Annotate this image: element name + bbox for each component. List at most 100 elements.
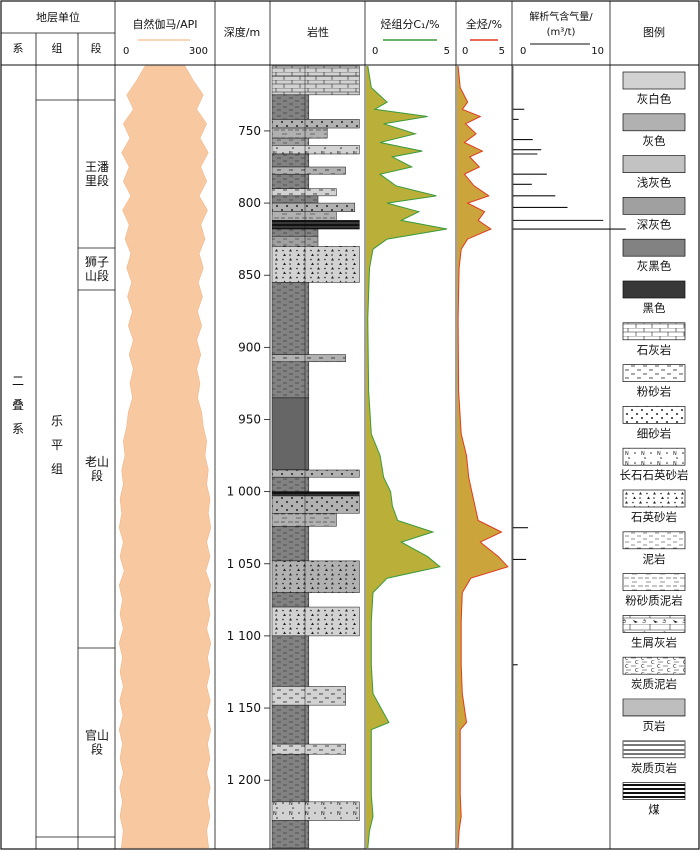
lithology-pattern (272, 361, 309, 398)
depth-tick-label: 800 (238, 196, 261, 210)
legend-label: 灰色 (643, 134, 666, 148)
legend-swatch (622, 238, 686, 257)
lithology-pattern (272, 495, 360, 514)
legend-label: 细砂岩 (637, 426, 672, 440)
legend-label: 深灰色 (637, 217, 672, 231)
legend-swatch (622, 280, 686, 299)
member-label: 山段 (85, 268, 109, 283)
gas-title-1: 解析气含气量/ (529, 10, 593, 23)
legend-pattern (623, 782, 685, 800)
legend-label: 泥岩 (643, 552, 666, 566)
legend-pattern (623, 490, 685, 507)
lithology-pattern (272, 166, 346, 175)
member-label: 段 (91, 468, 103, 483)
lithology-pattern (272, 635, 309, 687)
depth-tick-label: 1 000 (227, 485, 261, 499)
member-label: 段 (91, 742, 103, 757)
gamma-min: 0 (123, 46, 129, 57)
gas-title-2: (m³/t) (547, 27, 576, 38)
legend-label: 石灰岩 (637, 343, 672, 357)
lithology-pattern (272, 66, 360, 77)
member-label: 老山 (85, 455, 109, 469)
depth-tick-label: 850 (238, 268, 261, 282)
lithology-pattern (272, 397, 309, 470)
depth-tick-label: 1 050 (227, 557, 261, 571)
legend-label: 粉砂质泥岩 (625, 594, 683, 608)
desorbed-gas-track (512, 66, 626, 848)
legend-swatch (622, 197, 686, 215)
total-hydrocarbon-track (457, 65, 509, 849)
legend-label: 灰白色 (637, 92, 672, 106)
legend-pattern (623, 740, 685, 758)
lithology-pattern (272, 94, 309, 120)
legend-label: 石英砂岩 (631, 510, 677, 524)
legend-pattern (623, 573, 685, 591)
lithology-pattern (272, 560, 360, 593)
legend-pattern (623, 615, 685, 633)
header-member: 段 (91, 41, 102, 55)
depth-tick-label: 1 150 (227, 701, 261, 715)
c1-track (366, 65, 448, 849)
lithology-pattern (272, 820, 309, 848)
depth-tick-label: 950 (238, 412, 261, 426)
header-stratigraphy: 地层单位 (36, 10, 80, 24)
header-formation: 组 (52, 41, 63, 55)
depth-tick-label: 900 (238, 340, 261, 354)
system-char: 系 (12, 422, 24, 436)
legend-swatch (622, 155, 686, 173)
lithology-pattern (272, 686, 346, 706)
formation-char: 乐 (51, 414, 63, 428)
header-system: 系 (13, 42, 24, 55)
lithology-pattern (272, 801, 360, 821)
lithology-pattern (272, 513, 337, 527)
c1-line (367, 65, 448, 849)
lithology-pattern (272, 195, 318, 204)
legend-label: 浅灰色 (637, 176, 672, 190)
legend-pattern (623, 448, 685, 466)
legend: 灰白色灰色浅灰色深灰色灰黑色黑色石灰岩粉砂岩细砂岩长石石英砂岩石英砂岩泥岩粉砂质… (620, 71, 689, 817)
lithology-pattern (272, 354, 346, 362)
member-label: 官山 (85, 728, 109, 743)
lithology-pattern (272, 154, 309, 167)
c1-max: 5 (444, 46, 450, 57)
lithology-pattern (272, 211, 337, 221)
lithology-pattern (272, 607, 360, 636)
c1-title: 烃组分C₁/% (380, 17, 439, 31)
formation-char: 平 (51, 438, 63, 452)
system-char: 二 (12, 374, 24, 388)
lithology-pattern (272, 119, 360, 129)
legend-label: 粉砂岩 (637, 385, 672, 399)
gamma-max: 300 (189, 46, 208, 57)
lithology-pattern (272, 76, 360, 95)
lithology-pattern (272, 220, 360, 230)
lithology-pattern (272, 188, 337, 196)
legend-swatch (622, 113, 686, 132)
lithology-pattern (272, 282, 309, 355)
gamma-area (118, 65, 212, 849)
legend-label: 灰黑色 (637, 259, 672, 273)
legend-pattern (623, 364, 685, 382)
lithology-track (271, 65, 360, 849)
lithology-pattern (272, 469, 360, 478)
depth-tick-label: 1 100 (227, 629, 261, 643)
lithology-pattern (272, 138, 309, 146)
gamma-title: 自然伽马/API (132, 17, 197, 31)
lithology-pattern (272, 491, 360, 496)
system-char: 叠 (12, 398, 24, 412)
member-label: 王潘 (85, 160, 109, 174)
lithology-pattern (272, 526, 309, 561)
lithology-pattern (272, 128, 328, 139)
legend-label: 长石石英砂岩 (620, 468, 689, 482)
lithology-pattern (272, 203, 355, 212)
lithology-pattern (272, 705, 309, 745)
lithology-title: 岩性 (307, 25, 329, 39)
legend-swatch (622, 71, 686, 90)
legend-pattern (623, 657, 685, 675)
formation-char: 组 (51, 462, 63, 476)
member-label: 里段 (85, 173, 109, 188)
legend-title: 图例 (643, 25, 665, 39)
legend-pattern (623, 406, 685, 424)
